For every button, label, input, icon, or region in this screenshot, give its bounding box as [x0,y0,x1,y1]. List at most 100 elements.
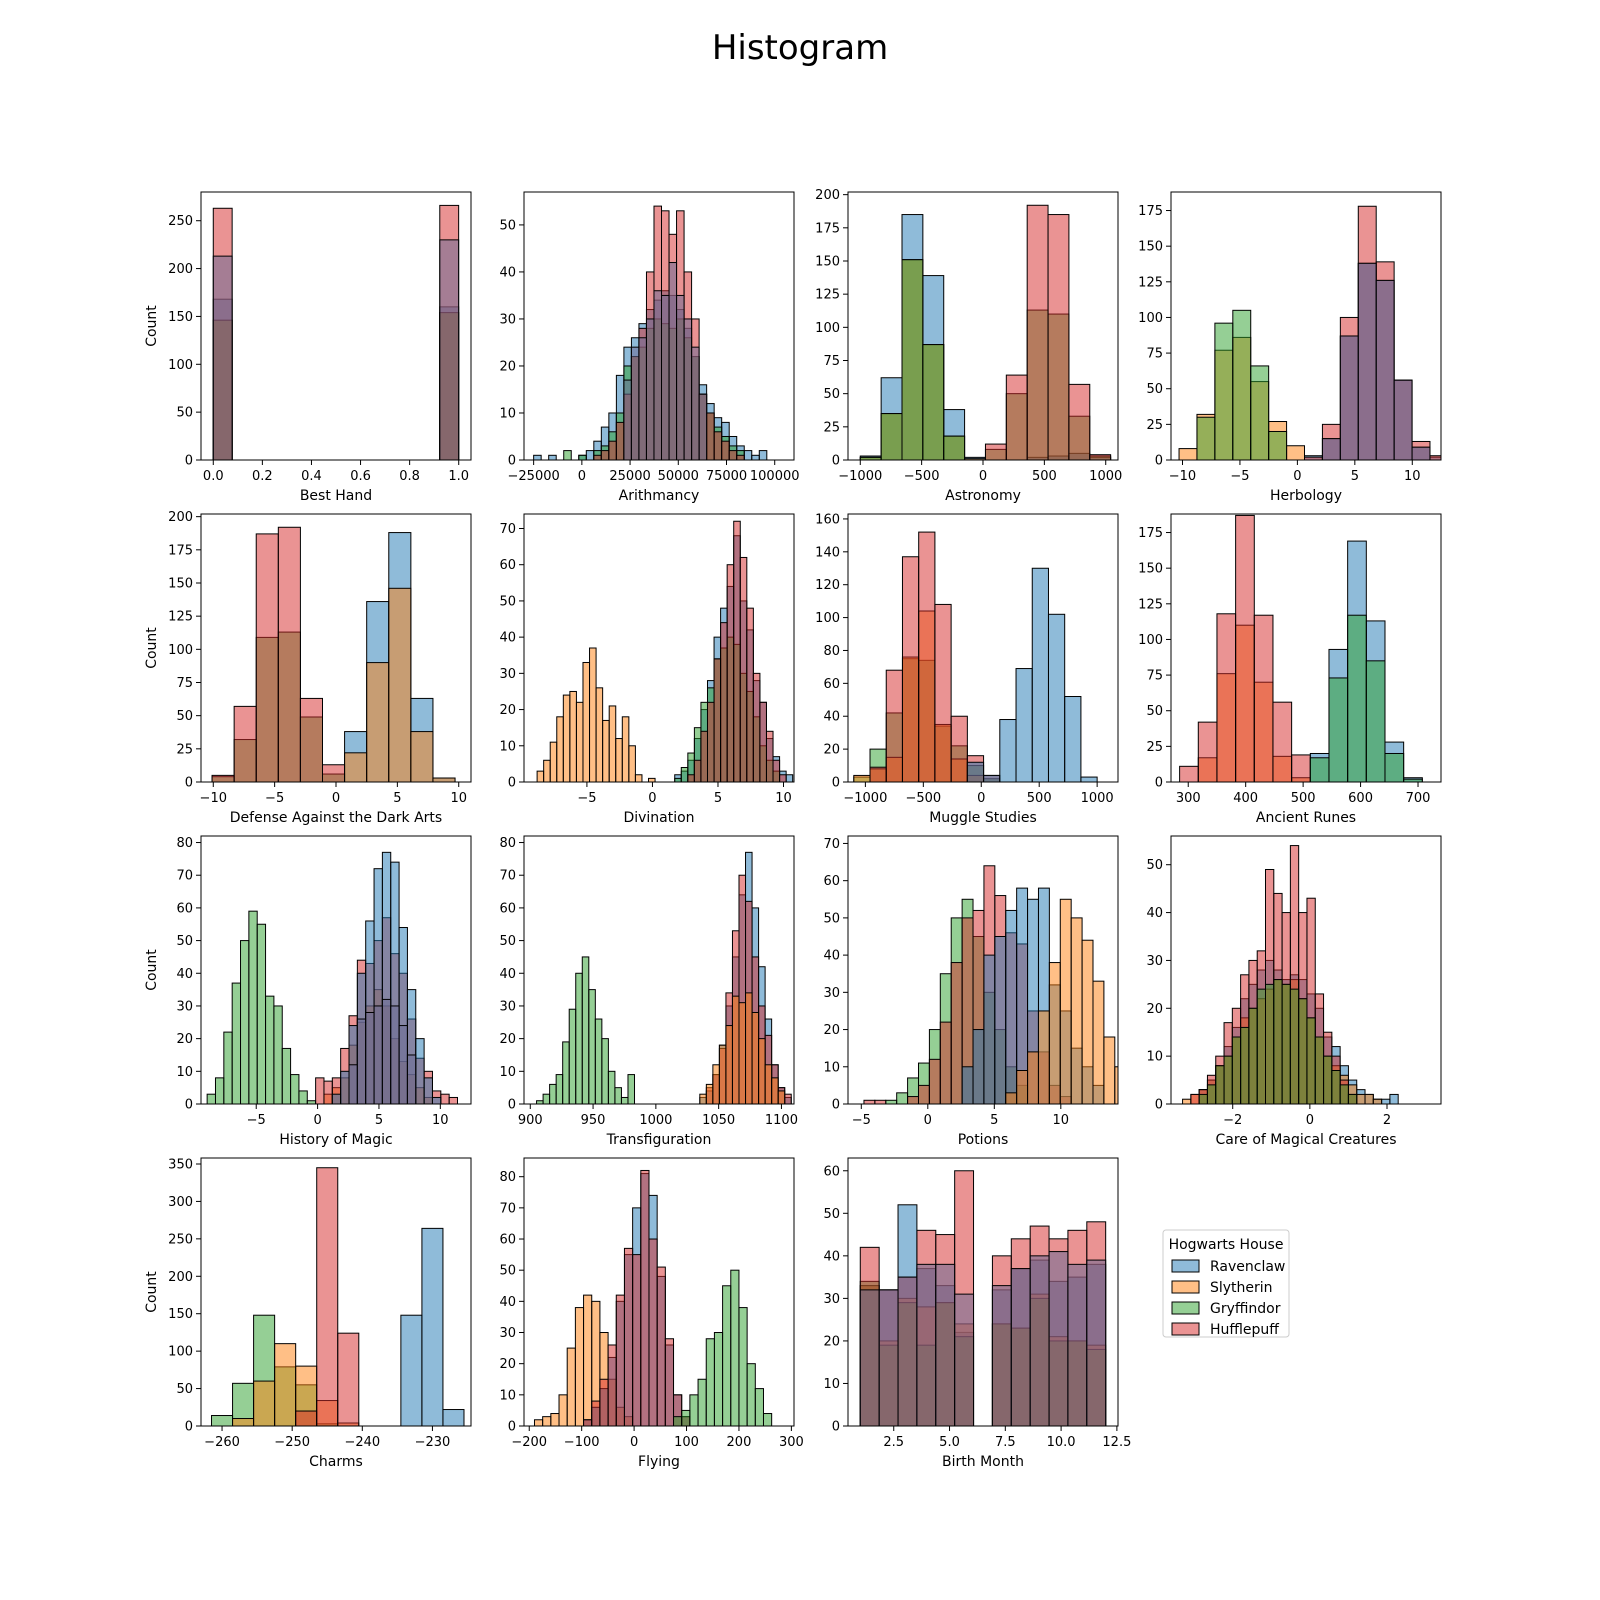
flying-ytick-label: 50 [499,1264,516,1279]
flying-ytick-label: 30 [499,1326,516,1341]
divination-bar-hufflepuff [772,759,781,782]
herbology-bar-gryffindor [1250,365,1270,460]
potions-bar-gryffindor [896,1092,909,1104]
flying-bar-hufflepuff [591,1400,601,1426]
astronomy-bar-gryffindor [922,344,945,460]
care-of-magical-creatures-bar-slytherin [1356,1093,1366,1104]
divination-ytick-label: 50 [499,594,516,609]
muggle-studies-xlabel: Muggle Studies [929,810,1037,826]
muggle-studies-ytick-label: 60 [823,677,840,692]
potions-bar-ravenclaw [972,1029,985,1104]
ancient-runes-ytick-label: 75 [1146,669,1163,684]
birth-month-ytick-label: 60 [823,1164,840,1179]
transfiguration-bar-gryffindor [568,1008,577,1104]
transfiguration-bar-gryffindor [549,1083,557,1104]
flying-bar-gryffindor [730,1269,740,1426]
potions-bar-slytherin [1005,1092,1018,1104]
astronomy-ytick-label: 25 [823,420,840,435]
transfiguration-ytick-label: 0 [508,1098,516,1113]
astronomy-bars [859,204,1112,460]
flying-bar-slytherin [574,1307,585,1426]
care-of-magical-creatures-bar-gryffindor [1347,1093,1358,1104]
herbology-bar-gryffindor [1232,309,1252,460]
transfiguration-bar-gryffindor [620,1096,629,1104]
defense-against-the-dark-arts-bar-slytherin [366,662,390,782]
astronomy-bar-hufflepuff [1047,214,1070,460]
history-of-magic-bar-hufflepuff [323,1080,333,1104]
flying-panel: −200 −100 0 100 200 300 0 10 20 30 40 50 60 70 80 Flyin… [499,1157,804,1470]
muggle-studies-bar-ravenclaw [1080,776,1098,782]
history-of-magic-bar-hufflepuff [448,1096,458,1104]
arithmancy-bar-hufflepuff [736,454,745,460]
flying-bar-hufflepuff [615,1294,625,1426]
arithmancy-axes-frame [523,191,795,461]
arithmancy-bar-overlap [645,318,655,460]
best-hand-ytick-label: 0 [185,454,193,469]
birth-month-bar-overlap [935,1263,956,1426]
flying-bar-gryffindor [713,1332,724,1426]
arithmancy-bar-hufflepuff [608,440,617,460]
muggle-studies-ytick-label: 40 [823,710,840,725]
divination-bar-hufflepuff [759,701,767,782]
ancient-runes-ytick-label: 175 [1138,526,1163,541]
birth-month-panel: 2.5 5.0 7.5 10.0 12.5 0 10 20 30 40 50 60 Birth Mont… [823,1157,1131,1470]
transfiguration-ytick-label: 20 [499,1032,516,1047]
ancient-runes-panel: 300 400 500 600 700 0 25 50 75 100 125 150 175 Ancien… [1138,513,1442,826]
arithmancy-xlabel: Arithmancy [619,488,700,504]
herbology-xlabel: Herbology [1270,488,1342,504]
potions-bar-hufflepuff [907,1096,919,1104]
astronomy-xtick-label: 1000 [1089,469,1122,484]
divination-bar-slytherin [536,770,545,782]
history-of-magic-bar-ravenclaw [340,1070,350,1104]
transfiguration-bars [536,851,792,1104]
birth-month-xtick-label: 7.5 [995,1435,1016,1450]
divination-bar-slytherin [634,774,643,782]
potions-bar-ravenclaw [961,1066,974,1104]
history-of-magic-xtick-label: 10 [432,1113,449,1128]
transfiguration-xtick-label: 1100 [765,1113,798,1128]
herbology-bar-overlap [1321,438,1341,460]
muggle-studies-bar-slytherin [853,774,871,782]
charms-xtick-label: −250 [274,1435,310,1450]
ancient-runes-bar-hufflepuff [1291,754,1311,782]
care-of-magical-creatures-ytick-label: 50 [1146,858,1163,873]
flying-xtick-label: 300 [779,1435,804,1450]
birth-month-bar-overlap [1048,1251,1069,1426]
ancient-runes-bar-hufflepuff [1235,514,1255,782]
potions-bar-slytherin [1103,1036,1116,1104]
history-of-magic-ytick-label: 80 [176,836,193,851]
divination-bar-slytherin [602,719,610,782]
arithmancy-xtick-label: 100000 [750,469,800,484]
flying-bar-hufflepuff [648,1238,658,1426]
transfiguration-xtick-label: 950 [581,1113,606,1128]
care-of-magical-creatures-xtick-label: 2 [1383,1113,1391,1128]
ancient-runes-ytick-label: 0 [1155,776,1163,791]
herbology-ytick-label: 150 [1138,240,1163,255]
care-of-magical-creatures-ytick-label: 30 [1146,954,1163,969]
astronomy-bar-hufflepuff [1068,383,1091,460]
best-hand-ylabel: Count [144,305,160,347]
care-of-magical-creatures-bar-gryffindor [1231,1036,1242,1104]
potions-ytick-label: 20 [823,1023,840,1038]
history-of-magic-bar-overlap [398,1025,408,1104]
flying-bar-gryffindor [673,1416,683,1426]
history-of-magic-bar-gryffindor [206,1093,216,1104]
care-of-magical-creatures-bar-gryffindor [1240,1026,1250,1104]
muggle-studies-ytick-label: 20 [823,743,840,758]
transfiguration-ytick-label: 60 [499,901,516,916]
best-hand-xtick-label: 0.6 [350,469,371,484]
transfiguration-xtick-label: 900 [518,1113,543,1128]
herbology-bar-gryffindor [1214,322,1234,460]
charms-bar-hufflepuff [295,1410,318,1426]
defense-against-the-dark-arts-ytick-label: 100 [168,643,193,658]
defense-against-the-dark-arts-xlabel: Defense Against the Dark Arts [230,810,442,826]
flying-ytick-label: 0 [508,1420,516,1435]
potions-ytick-label: 30 [823,986,840,1001]
muggle-studies-xtick-label: 500 [1027,791,1052,806]
ancient-runes-bar-hufflepuff [1197,721,1218,782]
astronomy-ytick-label: 150 [815,254,840,269]
charms-xtick-label: −240 [344,1435,380,1450]
legend-label-gryffindor: Gryffindor [1210,1301,1281,1317]
legend-swatch-slytherin [1171,1280,1200,1294]
care-of-magical-creatures-bar-gryffindor [1248,1007,1258,1104]
